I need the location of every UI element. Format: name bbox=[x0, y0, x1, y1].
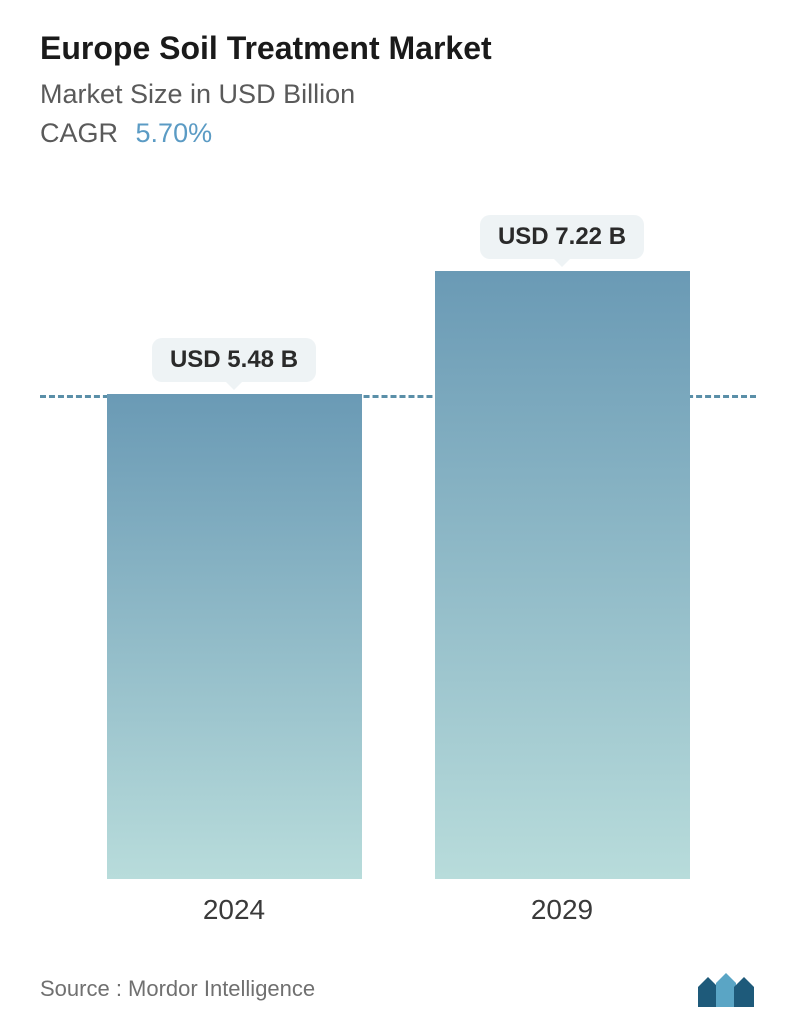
cagr-row: CAGR 5.70% bbox=[40, 118, 756, 149]
value-label-2024: USD 5.48 B bbox=[152, 338, 316, 382]
cagr-value: 5.70% bbox=[136, 118, 213, 148]
source-text: Source : Mordor Intelligence bbox=[40, 976, 315, 1002]
chart-area: USD 5.48 B USD 7.22 B bbox=[40, 199, 756, 879]
chart-footer: Source : Mordor Intelligence bbox=[40, 969, 756, 1009]
bar-2029 bbox=[435, 271, 690, 879]
bar-group-2029: USD 7.22 B bbox=[432, 271, 692, 879]
brand-logo bbox=[696, 969, 756, 1009]
value-label-2029: USD 7.22 B bbox=[480, 215, 644, 259]
cagr-label: CAGR bbox=[40, 118, 118, 148]
chart-container: Europe Soil Treatment Market Market Size… bbox=[0, 0, 796, 1034]
bars-wrap: USD 5.48 B USD 7.22 B bbox=[40, 199, 756, 879]
chart-title: Europe Soil Treatment Market bbox=[40, 30, 756, 67]
chart-subtitle: Market Size in USD Billion bbox=[40, 79, 756, 110]
bar-group-2024: USD 5.48 B bbox=[104, 394, 364, 879]
x-label-2024: 2024 bbox=[104, 894, 364, 926]
bar-2024 bbox=[107, 394, 362, 879]
x-axis-labels: 2024 2029 bbox=[40, 879, 756, 926]
x-label-2029: 2029 bbox=[432, 894, 692, 926]
logo-icon bbox=[696, 969, 756, 1009]
